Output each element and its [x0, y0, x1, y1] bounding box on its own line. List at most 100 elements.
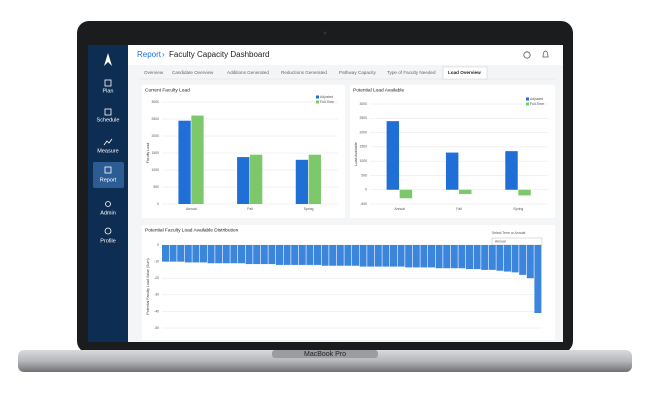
legend-swatch — [316, 95, 319, 99]
page-title: Faculty Capacity Dashboard — [169, 50, 270, 59]
tab[interactable]: Candidate Overview — [172, 70, 214, 75]
tab[interactable]: Type of Faculty Needed — [387, 70, 436, 75]
bar — [481, 245, 489, 270]
plan-icon — [104, 79, 112, 87]
panel — [142, 225, 555, 340]
active-nav — [93, 162, 124, 188]
bar — [276, 245, 283, 265]
bar — [268, 245, 276, 265]
bar — [178, 120, 191, 204]
tab[interactable]: Reductions Generated — [281, 70, 327, 75]
y-tick-label: 500 — [153, 185, 159, 189]
top-bar — [128, 45, 563, 65]
y-tick-label: -50 — [154, 326, 159, 330]
y-tick-label: 3000 — [359, 102, 367, 106]
bar — [162, 245, 169, 262]
y-tick-label: 1500 — [151, 151, 159, 155]
y-tick-label: 500 — [361, 173, 367, 177]
bar — [435, 245, 443, 269]
legend-label: Full-Time — [530, 102, 544, 106]
y-tick-label: -10 — [154, 259, 159, 263]
bar — [459, 189, 472, 194]
bar — [329, 245, 337, 266]
schedule-icon — [104, 108, 112, 116]
bar — [534, 245, 542, 314]
x-tick-label: Spring — [304, 207, 314, 211]
bar — [488, 245, 496, 270]
active-tab — [442, 66, 488, 80]
y-tick-label: 1000 — [151, 168, 159, 172]
x-tick-label: Spring — [513, 207, 523, 211]
bar — [291, 245, 299, 265]
bar — [386, 121, 400, 190]
tab[interactable]: Load Overview — [448, 70, 481, 75]
x-tick-label: Annual — [394, 207, 405, 211]
y-tick-label: 1500 — [359, 145, 367, 149]
bar — [518, 189, 531, 196]
y-tick-label: -40 — [154, 309, 159, 313]
bar — [169, 245, 177, 262]
legend-label: Adjusted — [320, 95, 333, 99]
measure-icon — [103, 138, 113, 146]
bar — [336, 245, 344, 266]
bar — [397, 245, 405, 267]
y-tick-label: 2000 — [151, 134, 159, 138]
notch — [272, 350, 378, 358]
x-tick-label: Fall — [247, 207, 253, 211]
bar — [473, 245, 481, 270]
breadcrumb-section[interactable]: Report — [137, 50, 162, 59]
tab[interactable]: Additions Generated — [227, 70, 269, 75]
legend-label: Full-Time — [320, 100, 334, 104]
bar — [390, 245, 397, 267]
y-tick-label: 2000 — [359, 130, 367, 134]
bar — [191, 115, 204, 204]
nav-item[interactable]: Measure — [97, 148, 118, 154]
bar — [496, 245, 504, 271]
chart-title: Potential Faculty Load Available Distrib… — [145, 227, 239, 233]
bar — [367, 245, 375, 267]
nav-item[interactable]: Profile — [100, 238, 116, 244]
y-axis-label: Faculty Load — [146, 143, 150, 164]
panel — [350, 85, 555, 218]
nav-item[interactable]: Schedule — [97, 117, 120, 123]
nav-item[interactable]: Plan — [102, 88, 113, 94]
y-tick-label: 3000 — [151, 100, 159, 104]
filter-value[interactable]: Annual — [495, 239, 506, 243]
bar — [458, 245, 466, 269]
tab[interactable]: Pathway Capacity — [339, 70, 376, 75]
bar — [306, 245, 314, 265]
bar — [230, 245, 238, 264]
camera — [323, 31, 327, 35]
breadcrumb-separator: › — [162, 50, 165, 59]
laptop-label: MacBook Pro — [304, 351, 346, 358]
bar — [504, 245, 511, 272]
bar — [344, 245, 352, 266]
report-icon — [104, 166, 112, 174]
y-tick-label: -20 — [154, 276, 159, 280]
bar — [412, 245, 420, 268]
filter-label: Select Term or Annual: — [492, 231, 526, 235]
profile-icon — [104, 227, 112, 235]
logo — [104, 53, 112, 66]
nav-item[interactable]: Admin — [100, 210, 116, 216]
x-tick-label: Annual — [186, 207, 197, 211]
bar — [177, 245, 185, 262]
laptop-base — [18, 350, 632, 372]
legend-swatch — [526, 102, 529, 106]
y-tick-label: 1000 — [359, 159, 367, 163]
help-button[interactable] — [523, 51, 531, 59]
bar — [245, 245, 253, 265]
tab[interactable]: Overview — [144, 70, 164, 75]
y-tick-label: -500 — [360, 202, 367, 206]
sidebar — [88, 45, 128, 342]
bar — [359, 245, 367, 267]
y-axis-label: Potential Faculty Load Value (Sum) — [146, 258, 150, 314]
nav-item[interactable]: Report — [100, 177, 117, 183]
bar — [352, 245, 359, 266]
bar — [250, 154, 263, 204]
bar — [200, 245, 207, 263]
notifications-button[interactable] — [542, 50, 549, 58]
y-tick-label: 2500 — [151, 117, 159, 121]
bar — [420, 245, 428, 268]
